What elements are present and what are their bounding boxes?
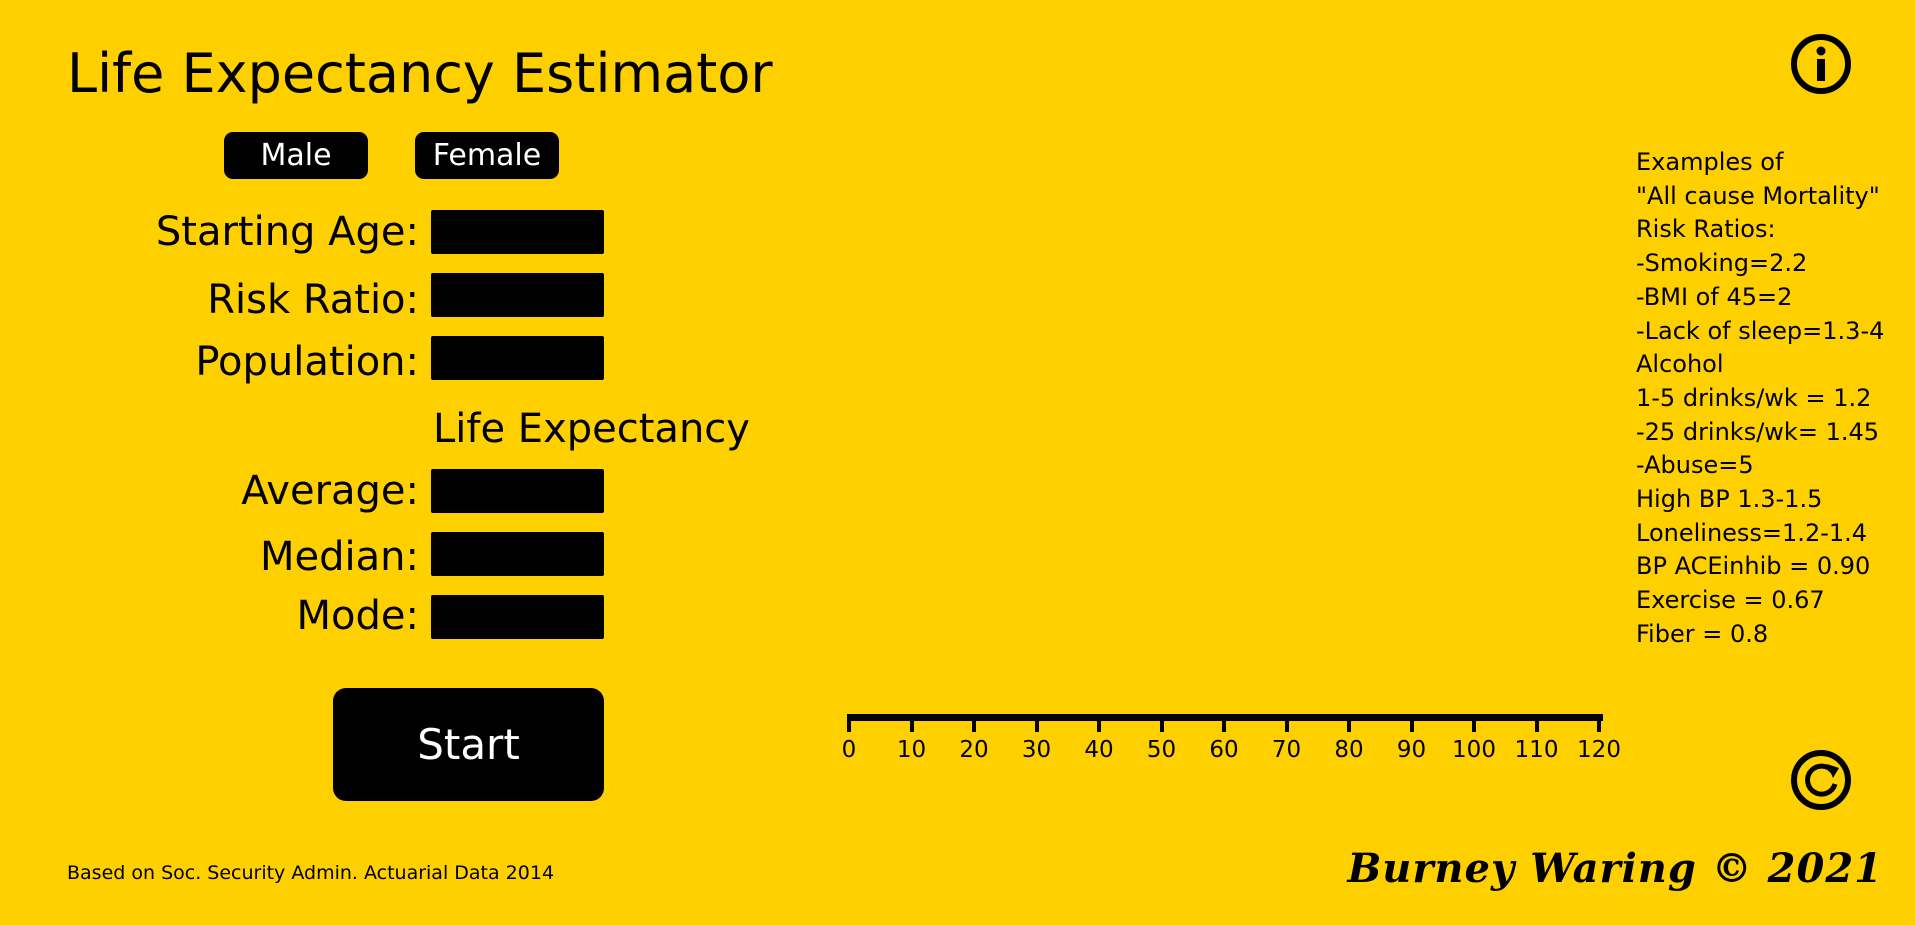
scale-tick bbox=[1409, 714, 1414, 732]
scale-tick-label: 70 bbox=[1271, 737, 1302, 763]
copyright-credit: Burney Waring © 2021 bbox=[1347, 845, 1883, 892]
scale-tick-label: 120 bbox=[1577, 737, 1621, 763]
scale-tick bbox=[1597, 714, 1601, 732]
scale-tick-label: 90 bbox=[1396, 737, 1427, 763]
example-line: -Lack of sleep=1.3-4 bbox=[1636, 316, 1885, 345]
example-line: -BMI of 45=2 bbox=[1636, 282, 1793, 311]
example-line: -Abuse=5 bbox=[1636, 451, 1754, 480]
example-line: Examples of bbox=[1636, 148, 1784, 176]
risk-ratio-examples: Examples of "All cause Mortality" Risk Rat… bbox=[1636, 146, 1906, 652]
example-line: Risk Ratios: bbox=[1636, 215, 1776, 244]
data-source-note: Based on Soc. Security Admin. Actuarial … bbox=[67, 862, 555, 884]
scale-tick bbox=[1472, 714, 1476, 732]
scale-tick-label: 50 bbox=[1146, 737, 1177, 763]
scale-tick-label: 80 bbox=[1334, 737, 1364, 763]
scale-tick bbox=[1534, 714, 1539, 732]
scale-tick bbox=[972, 714, 976, 732]
mode-output bbox=[431, 595, 604, 639]
scale-tick bbox=[1159, 714, 1164, 732]
page-title: Life Expectancy Estimator bbox=[67, 42, 773, 105]
scale-tick-label: 20 bbox=[959, 737, 989, 763]
population-label: Population: bbox=[195, 339, 419, 385]
average-output bbox=[431, 469, 604, 513]
scale-tick bbox=[1222, 714, 1226, 732]
scale-tick bbox=[1034, 714, 1039, 732]
reset-icon[interactable] bbox=[1789, 748, 1853, 812]
risk-ratio-label: Risk Ratio: bbox=[207, 277, 419, 323]
scale-tick-label: 10 bbox=[896, 737, 927, 763]
female-button[interactable]: Female bbox=[415, 132, 559, 179]
median-output bbox=[431, 532, 604, 576]
example-line: -25 drinks/wk= 1.45 bbox=[1636, 417, 1879, 446]
starting-age-label: Starting Age: bbox=[155, 209, 419, 255]
example-line: "All cause Mortality" bbox=[1636, 181, 1880, 210]
scale-tick bbox=[1097, 714, 1101, 732]
scale-tick bbox=[909, 714, 914, 732]
risk-ratio-input[interactable] bbox=[431, 273, 604, 317]
scale-tick-label: 30 bbox=[1021, 737, 1052, 763]
example-line: Loneliness=1.2-1.4 bbox=[1636, 518, 1868, 547]
starting-age-input[interactable] bbox=[431, 210, 604, 254]
example-line: Fiber = 0.8 bbox=[1636, 619, 1769, 648]
scale-tick bbox=[1284, 714, 1289, 732]
scale-tick bbox=[1347, 714, 1351, 732]
median-label: Median: bbox=[260, 534, 419, 580]
scale-tick bbox=[847, 714, 851, 732]
scale-tick-label: 0 bbox=[841, 737, 857, 763]
example-line: BP ACEinhib = 0.90 bbox=[1636, 552, 1871, 581]
life-expectancy-heading: Life Expectancy bbox=[433, 406, 750, 452]
scale-tick-label: 40 bbox=[1084, 737, 1114, 763]
male-button[interactable]: Male bbox=[224, 132, 368, 179]
start-button[interactable]: Start bbox=[333, 688, 604, 801]
info-icon[interactable] bbox=[1789, 32, 1853, 96]
mode-label: Mode: bbox=[296, 593, 419, 639]
scale-tick-label: 110 bbox=[1514, 737, 1559, 763]
example-line: 1-5 drinks/wk = 1.2 bbox=[1636, 383, 1872, 412]
example-line: Exercise = 0.67 bbox=[1636, 586, 1825, 615]
example-line: High BP 1.3-1.5 bbox=[1636, 485, 1823, 514]
population-input[interactable] bbox=[431, 336, 604, 380]
example-line: -Smoking=2.2 bbox=[1636, 249, 1808, 278]
scale-tick-label: 100 bbox=[1452, 737, 1496, 763]
scale-tick-label: 60 bbox=[1209, 737, 1239, 763]
example-line: Alcohol bbox=[1636, 350, 1724, 379]
average-label: Average: bbox=[241, 468, 419, 514]
